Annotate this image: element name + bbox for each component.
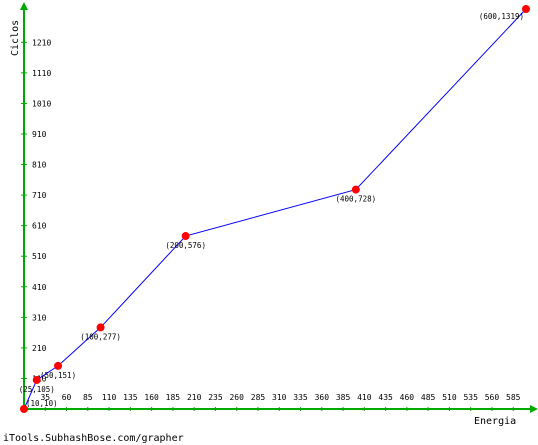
x-tick-label: 60	[62, 393, 72, 402]
x-tick-label: 135	[123, 393, 138, 402]
y-tick-label: 1110	[32, 69, 51, 78]
y-axis-title: Ciclos	[10, 20, 21, 56]
data-label: (400,728)	[336, 195, 377, 204]
y-tick-label: 410	[32, 283, 47, 292]
x-tick-label: 535	[463, 393, 478, 402]
footer-credit: iTools.SubhashBose.com/grapher	[3, 433, 184, 444]
x-ticks: 35 60 85 110 135 160 185 210 235 260 285 310 335 360 3…	[23, 393, 521, 411]
x-tick-label: 585	[506, 393, 521, 402]
x-tick-label: 360	[315, 393, 330, 402]
x-tick-label: 110	[102, 393, 117, 402]
x-tick-label: 410	[357, 393, 372, 402]
data-label: (100,277)	[80, 332, 121, 341]
data-label: (200,576)	[165, 241, 206, 250]
data-point	[54, 361, 63, 370]
y-tick-label: 510	[32, 252, 47, 261]
y-axis-arrow	[20, 2, 28, 10]
x-tick-label: 85	[83, 393, 93, 402]
x-tick-label: 335	[293, 393, 308, 402]
x-tick-label: 235	[208, 393, 223, 402]
x-tick-label: 185	[166, 393, 181, 402]
x-axis-title: Energia	[474, 416, 516, 427]
y-tick-label: 810	[32, 161, 47, 170]
x-tick-label: 510	[442, 393, 457, 402]
x-tick-label: 260	[229, 393, 244, 402]
data-point	[20, 405, 28, 413]
x-tick-label: 560	[485, 393, 500, 402]
data-label: (10,10)	[26, 399, 58, 408]
y-ticks: 110210310410510610710810910101011101210	[21, 38, 51, 383]
x-axis-arrow	[530, 405, 538, 413]
x-tick-label: 460	[400, 393, 415, 402]
y-tick-label: 710	[32, 191, 47, 200]
data-point	[96, 323, 105, 332]
data-point	[522, 5, 530, 13]
x-tick-label: 310	[272, 393, 287, 402]
x-tick-label: 160	[144, 393, 159, 402]
series-line	[23, 8, 527, 410]
y-tick-label: 210	[32, 344, 47, 353]
x-tick-label: 385	[336, 393, 351, 402]
y-tick-label: 910	[32, 130, 47, 139]
x-tick-label: 435	[378, 393, 393, 402]
y-tick-label: 1010	[32, 99, 51, 108]
x-tick-label: 210	[187, 393, 202, 402]
y-tick-label: 1210	[32, 38, 51, 47]
data-point	[32, 375, 41, 384]
data-label: (50,151)	[40, 371, 76, 380]
data-point	[181, 232, 190, 241]
y-tick-label: 310	[32, 313, 47, 322]
data-point	[351, 185, 360, 194]
data-label: (25,105)	[19, 385, 55, 394]
x-tick-label: 285	[251, 393, 266, 402]
y-tick-label: 610	[32, 222, 47, 231]
x-tick-label: 35	[40, 393, 50, 402]
axes	[20, 2, 538, 413]
data-label: (600,1319)	[479, 12, 524, 21]
series: (10,10) (25,105) (50,151) (100,277) (200,576…	[19, 5, 530, 413]
x-tick-label: 485	[421, 393, 436, 402]
